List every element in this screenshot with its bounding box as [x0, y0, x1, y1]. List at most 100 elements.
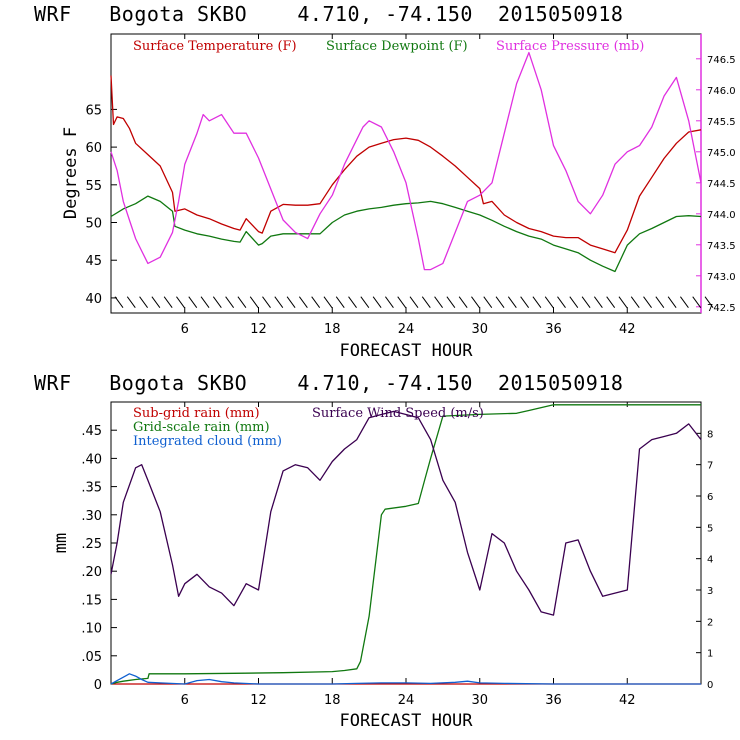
- series-line-surface-wind-speed-m-s: [110, 410, 702, 616]
- top-panel: WRF Bogota SKBO 4.710, -74.150 201505091…: [34, 2, 736, 361]
- wind-barb: [335, 296, 345, 308]
- y-tick-label: 45: [85, 254, 102, 269]
- wind-barb: [262, 296, 271, 308]
- wind-barb: [385, 296, 394, 308]
- legend-sub-grid-rain: Sub-grid rain (mm): [133, 406, 260, 421]
- wind-barb: [286, 296, 296, 308]
- wind-barb: [372, 296, 382, 308]
- wind-barb: [397, 296, 407, 308]
- y2-tick-label: 2: [707, 617, 713, 628]
- x-tick-label: 30: [471, 693, 488, 708]
- wind-barb: [225, 296, 235, 308]
- top-y-axis: 40 45 50 55 60 65: [85, 103, 117, 307]
- x-tick-label: 36: [545, 322, 562, 337]
- y2-tick-label: 4: [707, 555, 713, 566]
- wind-barb: [348, 296, 357, 308]
- y2-tick-label: 1: [707, 649, 713, 660]
- y-tick-label: .20: [81, 565, 102, 580]
- wind-barb: [557, 296, 566, 308]
- top-y-axis-label: Degrees F: [61, 127, 81, 219]
- x-tick-label: 6: [181, 322, 189, 337]
- top-x-axis-label: FORECAST HOUR: [339, 341, 473, 361]
- wind-barb: [643, 296, 652, 308]
- wind-barb: [434, 296, 443, 308]
- y2-tick-label: 746.0: [707, 86, 736, 97]
- x-tick-label: 42: [619, 322, 636, 337]
- wind-barb: [593, 296, 603, 308]
- x-tick-label: 18: [324, 322, 341, 337]
- wind-barb: [692, 296, 702, 308]
- y-tick-label: .10: [81, 622, 102, 637]
- y-tick-label: .35: [81, 481, 102, 496]
- wind-barb: [212, 296, 222, 308]
- legend-grid-scale-rain: Grid-scale rain (mm): [133, 420, 270, 435]
- top-series-group: [110, 51, 702, 273]
- wind-barb: [163, 296, 173, 308]
- bottom-series-group: [110, 404, 702, 685]
- top-chart-title: WRF Bogota SKBO 4.710, -74.150 201505091…: [34, 2, 623, 26]
- wind-barb: [176, 296, 185, 308]
- y2-tick-label: 3: [707, 586, 713, 597]
- legend-surface-temperature: Surface Temperature (F): [133, 39, 297, 54]
- y2-tick-label: 744.5: [707, 179, 736, 190]
- wind-barb: [409, 296, 419, 308]
- wind-barb: [360, 296, 370, 308]
- y2-tick-label: 8: [707, 429, 713, 440]
- wind-barb: [483, 296, 493, 308]
- wind-barb: [581, 296, 591, 308]
- wind-barb: [458, 296, 468, 308]
- wind-barb: [311, 296, 321, 308]
- y-tick-label: 65: [85, 103, 102, 118]
- y2-tick-label: 745.0: [707, 148, 736, 159]
- wind-barb: [249, 296, 259, 308]
- legend-integrated-cloud: Integrated cloud (mm): [133, 434, 282, 449]
- top-y2-axis: 742.5 743.0 743.5 744.0 744.5 745.0 745.5 746.0…: [696, 55, 736, 314]
- legend-surface-dewpoint: Surface Dewpoint (F): [326, 39, 468, 54]
- series-line-grid-scale-rain-mm: [110, 404, 701, 685]
- bottom-x-axis-label: FORECAST HOUR: [339, 711, 473, 731]
- wind-barb: [495, 296, 505, 308]
- bottom-y2-axis: 0 1 2 3 4 5 6 7 8: [696, 429, 713, 691]
- y-tick-label: .45: [81, 424, 102, 439]
- y2-tick-label: 742.5: [707, 303, 736, 314]
- wind-barb: [680, 296, 689, 308]
- wind-barb: [532, 296, 542, 308]
- y-tick-label: .30: [81, 509, 102, 524]
- top-x-axis: 6 12 18 24 30 36 42: [181, 34, 636, 337]
- wind-barb: [421, 296, 431, 308]
- y-tick-label: 50: [85, 217, 102, 232]
- y-tick-label: .05: [81, 650, 102, 665]
- y2-tick-label: 744.0: [707, 210, 736, 221]
- y-tick-label: .40: [81, 452, 102, 467]
- x-tick-label: 24: [398, 693, 415, 708]
- x-tick-label: 18: [324, 693, 341, 708]
- bottom-y-axis: 0 .05 .10 .15 .20 .25 .30 .35 .40 .45: [81, 424, 117, 693]
- y2-tick-label: 743.0: [707, 272, 736, 283]
- wind-barb: [544, 296, 554, 308]
- wind-barb: [126, 296, 136, 308]
- wind-barb: [114, 296, 124, 308]
- y-tick-label: 40: [85, 292, 102, 307]
- series-line-surface-temperature-f: [110, 75, 702, 254]
- wind-barb: [618, 296, 628, 308]
- wind-barb: [274, 296, 284, 308]
- bottom-y-axis-label: mm: [51, 533, 71, 553]
- wind-barb: [704, 296, 714, 308]
- series-line-integrated-cloud-mm: [110, 673, 701, 685]
- wind-barb: [507, 296, 517, 308]
- wind-barb: [667, 296, 677, 308]
- series-line-surface-dewpoint-f: [110, 195, 702, 273]
- top-plot-frame: [110, 33, 702, 314]
- wind-barb-row: [114, 296, 714, 308]
- y2-tick-label: 0: [707, 680, 713, 691]
- wind-barb: [569, 296, 579, 308]
- x-tick-label: 6: [181, 693, 189, 708]
- x-tick-label: 30: [471, 322, 488, 337]
- x-tick-label: 12: [250, 693, 267, 708]
- wind-barb: [298, 296, 308, 308]
- y-tick-label: .25: [81, 537, 102, 552]
- y-tick-label: 0: [94, 678, 102, 693]
- wind-barb: [151, 296, 161, 308]
- y2-tick-label: 5: [707, 523, 713, 534]
- wind-barb: [606, 296, 616, 308]
